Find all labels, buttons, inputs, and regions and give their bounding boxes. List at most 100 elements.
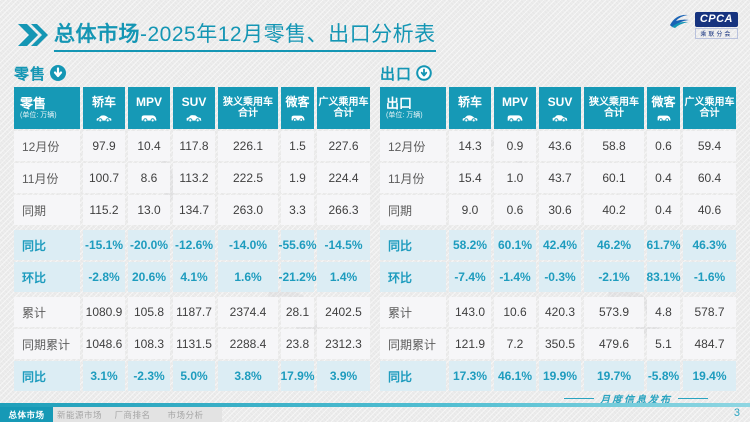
export-row-同期累计: 同期累计 121.9 7.2 350.5 479.6 5.1 484.7: [380, 329, 736, 359]
value-cell: 58.8: [584, 131, 644, 161]
value-cell: 97.9: [83, 131, 125, 161]
value-cell: 10.4: [128, 131, 170, 161]
value-cell: 479.6: [584, 329, 644, 359]
row-label: 同期累计: [14, 329, 80, 359]
value-cell: 19.7%: [584, 361, 644, 391]
export-row-同期: 同期 9.0 0.6 30.6 40.2 0.4 40.6: [380, 195, 736, 225]
value-cell: -2.3%: [128, 361, 170, 391]
column-label: 广义乘用车: [318, 96, 369, 108]
value-cell: 226.1: [218, 131, 278, 161]
export-column-header: 轿车: [449, 87, 491, 129]
value-cell: 1.5: [281, 131, 314, 161]
row-label: 12月份: [14, 131, 80, 161]
row-label: 同期: [14, 195, 80, 225]
column-label: MPV: [501, 94, 528, 109]
value-cell: 0.6: [647, 131, 680, 161]
export-table: 出口 出口 (单位: 万辆) 轿车 MPV SUV 狭义乘用车 合计 微客 广义乘用车 合计 12月份…: [380, 62, 736, 391]
value-cell: 266.3: [317, 195, 370, 225]
tab-0[interactable]: 总体市场: [0, 407, 53, 422]
value-cell: 46.2%: [584, 230, 644, 260]
column-label: 轿车: [91, 94, 116, 109]
bottom-tabs: 总体市场 新能源市场 厂商排名 市场分析: [0, 407, 222, 422]
value-cell: 1048.6: [83, 329, 125, 359]
value-cell: 15.4: [449, 163, 491, 193]
retail-corner-cell: 零售 (单位: 万辆): [14, 87, 80, 129]
tab-3[interactable]: 市场分析: [167, 409, 204, 420]
retail-column-header: SUV: [173, 87, 215, 129]
row-label: 同比: [14, 361, 80, 391]
value-cell: 30.6: [539, 195, 581, 225]
page-title-bold: 总体市场: [54, 23, 140, 46]
circle-down-arrow-filled-icon: [50, 65, 67, 81]
value-cell: 420.3: [539, 297, 581, 327]
value-cell: 60.1: [584, 163, 644, 193]
column-label: SUV: [547, 94, 573, 109]
value-cell: 23.8: [281, 329, 314, 359]
tab-2[interactable]: 厂商排名: [114, 409, 151, 420]
retail-row-12月份: 12月份 97.9 10.4 117.8 226.1 1.5 227.6: [14, 131, 370, 161]
value-cell: -14.0%: [218, 230, 278, 260]
double-chevron-icon: [18, 24, 48, 46]
value-cell: 19.9%: [539, 361, 581, 391]
retail-header-row: 零售 (单位: 万辆) 轿车 MPV SUV 狭义乘用车 合计 微客 广义乘用车 合计: [14, 87, 370, 129]
retail-row-同比: 同比 -15.1% -20.0% -12.6% -14.0% -55.6% -14.5%: [14, 230, 370, 260]
retail-column-header: MPV: [128, 87, 170, 129]
value-cell: 113.2: [173, 163, 215, 193]
row-label: 11月份: [380, 163, 446, 193]
value-cell: 8.6: [128, 163, 170, 193]
export-section-label: 出口: [380, 62, 736, 84]
retail-column-header: 轿车: [83, 87, 125, 129]
retail-column-header: 狭义乘用车 合计: [218, 87, 278, 129]
value-cell: 4.8: [647, 297, 680, 327]
sedan-icon: [462, 110, 478, 123]
retail-section-title: 零售: [14, 65, 47, 83]
tab-1[interactable]: 新能源市场: [56, 409, 102, 420]
value-cell: 61.7%: [646, 230, 681, 260]
value-cell: 263.0: [218, 195, 278, 225]
value-cell: 1.6%: [218, 262, 278, 292]
value-cell: 484.7: [683, 329, 736, 359]
column-label: 广义乘用车: [684, 96, 735, 108]
value-cell: 108.3: [128, 329, 170, 359]
export-column-header: 狭义乘用车 合计: [584, 87, 644, 129]
value-cell: 0.4: [647, 195, 680, 225]
mpv-icon: [141, 110, 157, 123]
row-label: 累计: [380, 297, 446, 327]
value-cell: -5.8%: [647, 361, 680, 391]
value-cell: 100.7: [83, 163, 125, 193]
value-cell: 2288.4: [218, 329, 278, 359]
value-cell: 58.2%: [449, 230, 491, 260]
retail-table: 零售 零售 (单位: 万辆) 轿车 MPV SUV 狭义乘用车 合计 微客 广义乘用车 合计 12月份…: [14, 62, 370, 391]
row-label: 11月份: [14, 163, 80, 193]
value-cell: 573.9: [584, 297, 644, 327]
column-label: MPV: [135, 94, 162, 109]
value-cell: 17.9%: [280, 361, 315, 391]
value-cell: 227.6: [317, 131, 370, 161]
value-cell: 14.3: [449, 131, 491, 161]
retail-row-11月份: 11月份 100.7 8.6 113.2 222.5 1.9 224.4: [14, 163, 370, 193]
retail-column-header: 广义乘用车 合计: [317, 87, 370, 129]
cpca-logo: CPCA 乘联分会: [668, 12, 738, 39]
value-cell: 17.3%: [449, 361, 491, 391]
export-row-累计: 累计 143.0 10.6 420.3 573.9 4.8 578.7: [380, 297, 736, 327]
page-header: 总体市场-2025年12月零售、出口分析表: [18, 18, 436, 52]
export-header-row: 出口 (单位: 万辆) 轿车 MPV SUV 狭义乘用车 合计 微客 广义乘用车 合计: [380, 87, 736, 129]
bottom-accent-bar: [0, 403, 750, 407]
page-number: 3: [733, 407, 740, 419]
value-cell: 1.0: [494, 163, 536, 193]
value-cell: 143.0: [449, 297, 491, 327]
value-cell: -55.6%: [278, 230, 317, 260]
mpv-icon: [507, 110, 523, 123]
row-label: 累计: [14, 297, 80, 327]
value-cell: -1.6%: [683, 262, 736, 292]
suv-icon: [552, 110, 568, 123]
value-cell: 0.4: [647, 163, 680, 193]
value-cell: 4.1%: [173, 262, 215, 292]
export-row-同比: 同比 17.3% 46.1% 19.9% 19.7% -5.8% 19.4%: [380, 361, 736, 391]
value-cell: 121.9: [449, 329, 491, 359]
row-label: 同比: [380, 230, 446, 260]
export-column-header: SUV: [539, 87, 581, 129]
column-label: 轿车: [457, 94, 482, 109]
column-label: 狭义乘用车: [223, 96, 273, 108]
value-cell: 1131.5: [173, 329, 215, 359]
